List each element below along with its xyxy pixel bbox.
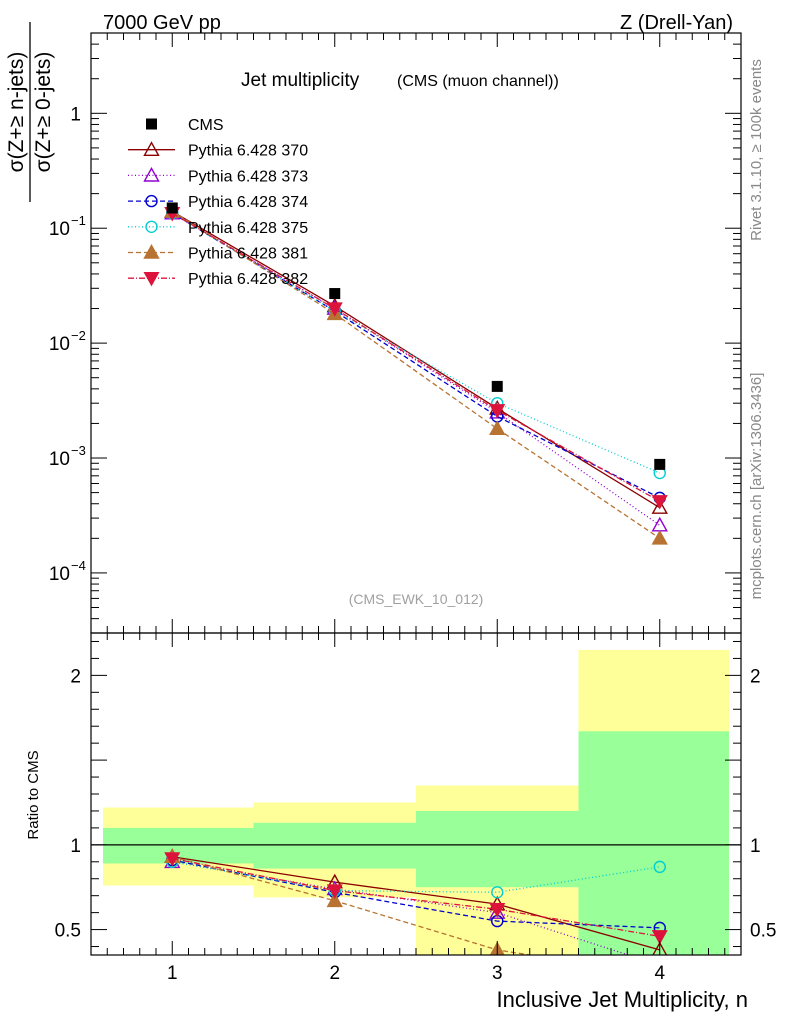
cms-point-1 <box>166 202 178 214</box>
legend-label-5: Pythia 6.428 381 <box>188 246 308 263</box>
axes-layer <box>90 32 742 956</box>
y-tick-label-4: 10 <box>49 564 70 585</box>
y-tick-label-0: 1 <box>70 104 81 125</box>
series-6-ratio-line <box>172 857 660 937</box>
ratio-band-green-2 <box>253 822 416 869</box>
y-label-numerator: σ(Z+≥ n-jets) <box>5 52 28 173</box>
y-tick-label-1: 10 <box>49 219 70 240</box>
series-6-ratio-point-1 <box>164 852 181 867</box>
series-6-point-2 <box>326 302 343 317</box>
series-5-ratio-line <box>172 856 534 955</box>
legend-cms-marker <box>146 118 157 130</box>
main-panel-series <box>164 202 668 545</box>
ratio-band-green-3 <box>416 810 579 888</box>
series-6-ratio-point-2 <box>326 884 343 899</box>
legend-marker-3 <box>145 194 158 208</box>
series-2-ratio-point-3 <box>489 904 506 919</box>
x-tick-label-1: 1 <box>167 963 178 984</box>
legend-marker-4 <box>145 220 158 234</box>
y-tick-exp-4: −4 <box>71 558 86 573</box>
legend-marker-5 <box>143 244 160 259</box>
cms-point-3 <box>491 380 503 392</box>
series-5-ratio-point-2 <box>326 892 343 908</box>
series-2-line <box>171 212 661 526</box>
series-1-ratio-point-4 <box>652 941 668 955</box>
legend-label-2: Pythia 6.428 373 <box>188 168 308 185</box>
rivet-label: Rivet 3.1.10, ≥ 100k events <box>748 59 765 241</box>
legend-label-3: Pythia 6.428 374 <box>188 194 308 211</box>
ratio-tick-label-left-2: 2 <box>70 666 81 687</box>
legend: CMS Pythia 6.428 370 Pythia 6.428 373 Pythi… <box>128 117 308 288</box>
series-1-ratio-line <box>172 856 660 951</box>
header-left: 7000 GeV pp <box>103 12 221 34</box>
chart-subtitle: (CMS (muon channel)) <box>397 73 559 90</box>
series-1-point-4 <box>651 499 668 514</box>
legend-label-6: Pythia 6.428 382 <box>188 271 308 288</box>
legend-cms-label: CMS <box>188 117 224 134</box>
legend-marker-6 <box>143 272 160 287</box>
analysis-label: (CMS_EWK_10_012) <box>349 591 484 607</box>
series-5-point-3 <box>489 420 506 435</box>
ratio-tick-label-right-0: 0.5 <box>750 921 776 942</box>
series-1-line <box>171 210 661 509</box>
header-right: Z (Drell-Yan) <box>620 12 733 34</box>
series-3-ratio-line <box>172 859 660 929</box>
series-2-point-4 <box>651 516 668 532</box>
y-tick-label-2: 10 <box>49 334 70 355</box>
series-5-line <box>171 210 661 539</box>
x-tick-label-3: 3 <box>492 963 503 984</box>
y-label-denominator: σ(Z+≥ 0-jets) <box>32 52 55 173</box>
legend-label-4: Pythia 6.428 375 <box>188 220 308 237</box>
y-axis-label: σ(Z+≥ n-jets) σ(Z+≥ 0-jets) <box>5 22 55 202</box>
series-4-line <box>171 212 661 474</box>
mcplots-label: mcplots.cern.ch [arXiv:1306.3436] <box>748 373 765 600</box>
ratio-uncertainty-bands <box>103 649 729 955</box>
series-6-ratio-point-4 <box>651 930 668 945</box>
x-axis-label: Inclusive Jet Multiplicity, n <box>497 987 748 1012</box>
y-tick-label-3: 10 <box>49 449 70 470</box>
series-4-ratio-point-3 <box>491 886 504 899</box>
y-tick-exp-1: −1 <box>71 213 86 228</box>
ratio-panel-series <box>164 848 668 955</box>
series-layer <box>164 202 668 955</box>
series-6-point-4 <box>651 495 668 510</box>
x-tick-label-2: 2 <box>329 963 340 984</box>
cms-point-4 <box>654 458 666 470</box>
series-5-point-4 <box>651 529 668 545</box>
y-tick-exp-2: −2 <box>71 328 86 343</box>
ratio-tick-label-right-2: 2 <box>750 666 761 687</box>
series-6-point-3 <box>489 404 506 419</box>
y-tick-exp-3: −3 <box>71 443 86 458</box>
series-6-ratio-point-3 <box>489 903 506 918</box>
series-4-ratio-point-4 <box>653 860 666 874</box>
ratio-tick-label-right-1: 1 <box>750 836 761 857</box>
chart-title: Jet multiplicity <box>241 70 360 91</box>
cms-point-2 <box>329 288 341 300</box>
ratio-band-green-4 <box>578 731 729 955</box>
series-4-ratio-line <box>172 861 660 893</box>
legend-marker-1 <box>143 141 160 157</box>
series-6-line <box>171 212 661 502</box>
legend-marker-2 <box>143 166 160 182</box>
ratio-tick-label-left-0: 0.5 <box>55 921 81 942</box>
ratio-tick-label-left-1: 1 <box>70 836 81 857</box>
x-tick-label-4: 4 <box>654 963 665 984</box>
series-3-line <box>171 212 661 499</box>
ratio-y-label: Ratio to CMS <box>25 750 42 839</box>
legend-label-1: Pythia 6.428 370 <box>188 143 308 160</box>
